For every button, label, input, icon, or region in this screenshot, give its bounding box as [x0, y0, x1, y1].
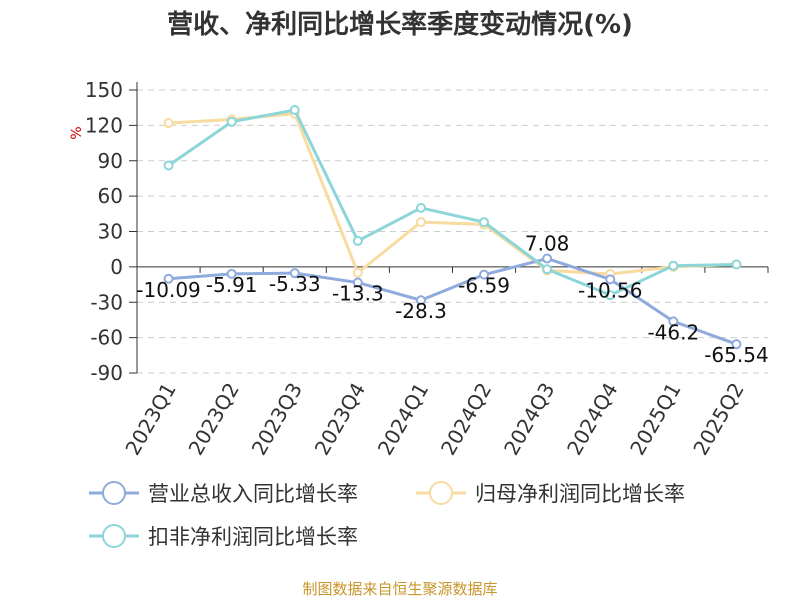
data-point[interactable] — [605, 274, 616, 285]
legend-marker — [102, 481, 126, 505]
data-label: -10.09 — [136, 278, 200, 302]
data-point[interactable] — [415, 217, 426, 228]
data-label: -5.91 — [206, 273, 258, 297]
data-point[interactable] — [542, 264, 553, 275]
y-tick-label: 90 — [98, 149, 123, 173]
data-point[interactable] — [226, 268, 237, 279]
data-label: 7.08 — [525, 232, 570, 256]
data-point[interactable] — [163, 118, 174, 129]
y-tick-label: 150 — [85, 78, 123, 102]
source-note: 制图数据来自恒生聚源数据库 — [302, 580, 497, 598]
legend-label: 归母净利润同比增长率 — [475, 482, 685, 506]
y-tick-label: 120 — [85, 113, 123, 137]
data-label: -46.2 — [647, 320, 699, 344]
data-point[interactable] — [542, 253, 553, 264]
data-label: -65.54 — [704, 343, 768, 367]
x-tick-label: 2023Q2 — [184, 379, 244, 460]
legend-label: 扣非净利润同比增长率 — [148, 525, 358, 549]
data-point[interactable] — [289, 105, 300, 116]
x-tick-label: 2025Q1 — [625, 379, 685, 460]
y-tick-label: -60 — [90, 326, 123, 350]
legend-item[interactable]: 归母净利润同比增长率 — [416, 481, 685, 506]
data-point[interactable] — [479, 269, 490, 280]
x-tick-label: 2023Q1 — [120, 379, 180, 460]
y-tick-label: 0 — [110, 255, 123, 279]
data-point[interactable] — [605, 290, 616, 301]
data-label: -10.56 — [578, 278, 642, 302]
series-line — [167, 108, 737, 297]
x-tick-labels: 2023Q1 2023Q2 2023Q3 2023Q4 2024Q1 2024Q2 2024… — [120, 379, 748, 460]
legend-marker — [429, 481, 453, 505]
data-point[interactable] — [479, 217, 490, 228]
chart-title: 营收、净利同比增长率季度变动情况(%) — [167, 9, 633, 40]
data-point[interactable] — [731, 339, 742, 350]
data-point[interactable] — [668, 260, 679, 271]
legend-marker — [102, 524, 126, 548]
data-point[interactable] — [226, 116, 237, 127]
x-tick-label: 2024Q1 — [373, 379, 433, 460]
x-tick-label: 2024Q2 — [436, 379, 496, 460]
series-0 — [163, 253, 742, 350]
data-label: -28.3 — [395, 299, 447, 323]
x-tick-label: 2024Q4 — [562, 379, 622, 460]
data-label: -13.3 — [332, 282, 384, 306]
data-point[interactable] — [352, 267, 363, 278]
data-point[interactable] — [289, 268, 300, 279]
x-tick-label: 2025Q2 — [688, 379, 748, 460]
series-2 — [163, 105, 742, 301]
y-tick-label: 60 — [98, 184, 123, 208]
x-tick-label: 2023Q4 — [310, 379, 370, 460]
series-1 — [163, 108, 742, 279]
x-tick-label: 2023Q3 — [247, 379, 307, 460]
data-point[interactable] — [352, 277, 363, 288]
series-line — [168, 257, 737, 346]
data-point[interactable] — [731, 259, 742, 270]
data-point[interactable] — [163, 273, 174, 284]
data-label: -6.59 — [458, 274, 510, 298]
data-point[interactable] — [415, 295, 426, 306]
data-point[interactable] — [352, 235, 363, 246]
y-tick-label: -30 — [90, 290, 123, 314]
data-labels: -10.09 -5.91 -5.33 -13.3 -28.3 -6.59 7.08 -10.5… — [136, 232, 768, 368]
data-point[interactable] — [415, 202, 426, 213]
legend-label: 营业总收入同比增长率 — [148, 482, 358, 506]
y-axis-unit: % — [69, 126, 85, 139]
series-lines — [163, 105, 742, 350]
data-label: -5.33 — [269, 272, 321, 296]
legend-item[interactable]: 扣非净利润同比增长率 — [89, 524, 358, 549]
y-tick-label: 30 — [98, 220, 123, 244]
data-point[interactable] — [668, 316, 679, 327]
series-line — [168, 112, 737, 276]
data-point[interactable] — [163, 160, 174, 171]
y-tick-label: -90 — [90, 361, 123, 385]
y-tick-labels: 150 120 90 60 30 0 -30 -60 -90 — [85, 78, 137, 385]
x-tick-label: 2024Q3 — [499, 379, 559, 460]
legend-item[interactable]: 营业总收入同比增长率 — [89, 481, 358, 506]
